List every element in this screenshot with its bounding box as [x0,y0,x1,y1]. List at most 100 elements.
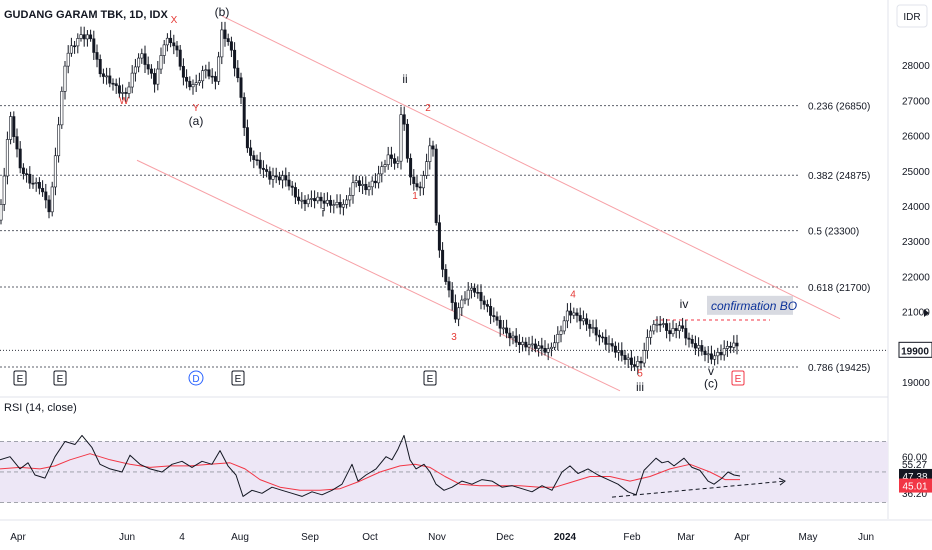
candle-down [482,300,486,305]
event-marker-label: E [235,374,242,385]
candle-up [617,350,621,353]
candle-up [466,289,470,300]
candle-down [95,52,99,60]
candle-down [514,335,518,343]
price-tick-label: 25000 [902,167,930,178]
candle-down [588,323,592,329]
candle-down [700,345,704,352]
candle-up [732,342,736,348]
candle-up [361,183,365,186]
time-axis-label: Apr [734,532,750,543]
wave-label: 1 [412,191,418,202]
rsi-tick-label: 55.27 [902,460,927,471]
earnings-marker[interactable] [231,370,245,386]
candle-down [25,173,29,175]
candle-down [172,42,176,47]
candle-up [386,154,390,165]
time-axis-label: Jun [858,532,874,543]
candle-down [668,330,672,335]
candle-up [217,56,221,82]
candle-down [37,182,41,189]
candle-down [601,336,605,339]
candle-up [527,344,531,348]
candle-down [297,196,301,201]
candle-down [108,75,112,84]
event-marker-label: E [427,374,434,385]
candle-down [252,155,256,161]
rsi-value: 47.38 [902,472,927,483]
candle-up [2,175,6,205]
candle-down [633,364,637,367]
candle-down [181,66,185,78]
candle-down [73,45,77,48]
currency-badge[interactable] [896,4,928,28]
candle-down [149,68,153,74]
dividend-marker[interactable] [188,370,204,386]
time-axis-label: 2024 [554,532,577,543]
wave-label: i [322,206,325,220]
candle-down [319,196,323,202]
rsi-label: RSI (14, close) [4,402,77,414]
candle-up [0,204,3,221]
time-axis-label: Aug [231,532,249,543]
candle-down [402,114,406,125]
candle-up [642,350,646,364]
candle-down [431,145,435,150]
candle-down [517,342,521,345]
time-axis-label: Jun [119,532,135,543]
wave-label: 5 [637,369,643,380]
candle-up [556,334,560,344]
candle-up [549,346,553,350]
last-price-value: 19900 [901,346,929,357]
candle-up [348,195,352,201]
candle-down [492,315,496,318]
candle-down [229,41,233,51]
candle-down [261,167,265,170]
candle-down [357,180,361,186]
candle-down [233,49,237,69]
candle-down [485,304,489,307]
candle-down [629,357,633,365]
candle-up [325,199,329,204]
candle-down [274,175,278,178]
candle-up [645,337,649,351]
candle-up [351,182,355,196]
earnings-marker[interactable] [423,370,437,386]
event-marker-label: D [192,374,199,385]
candle-down [213,76,217,82]
candle-up [399,114,403,162]
candle-down [338,201,342,208]
rsi-pane[interactable] [0,434,888,503]
candle-up [345,199,349,205]
price-pane[interactable]: 0.236 (26850) 0.382 (24875) 0.5 (23300) 0.6… [0,5,888,394]
candle-up [546,348,550,353]
price-tick-label: 27000 [902,96,930,107]
currency-label: IDR [903,12,920,23]
candle-down [508,332,512,339]
candle-up [469,287,473,291]
candle-up [457,307,461,320]
candle-down [441,249,445,270]
callout-box [707,295,793,315]
candle-down [268,171,272,180]
candle-up [706,353,710,356]
candle-down [533,343,537,349]
earnings-marker[interactable] [13,370,27,386]
candle-down [207,69,211,77]
candle-down [313,198,317,202]
candle-down [450,289,454,303]
earnings-marker[interactable] [53,370,67,386]
wave-label: ii [402,72,407,86]
candle-down [258,159,262,169]
earnings-marker[interactable] [731,370,745,386]
candle-up [271,175,275,180]
candle-up [655,323,659,326]
candle-down [146,64,150,70]
wave-label: iii [636,380,644,394]
candle-down [255,159,259,162]
fib-level-label: 0.236 (26850) [808,102,870,113]
wave-label: Y [193,103,200,114]
candle-down [719,352,723,356]
